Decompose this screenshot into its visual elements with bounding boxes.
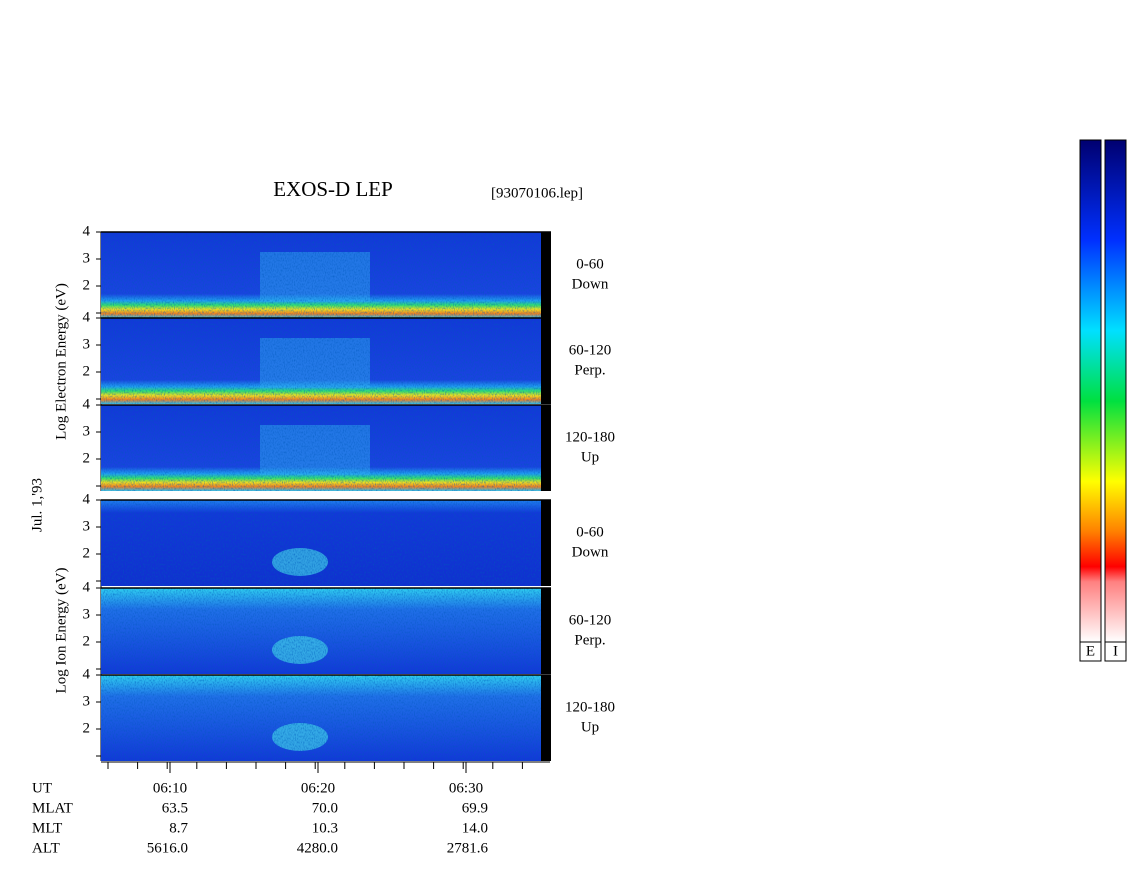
file-name: [93070106.lep] xyxy=(491,185,583,201)
row-label: UT xyxy=(32,780,52,796)
x-tick-label: 06:30 xyxy=(449,780,483,796)
colorbar-label: I xyxy=(1113,643,1118,659)
y-tick-label: 2 xyxy=(83,545,91,561)
row-value: 14.0 xyxy=(462,820,488,836)
y-tick-label: 2 xyxy=(83,720,91,736)
y-tick-label: 3 xyxy=(83,693,91,709)
angle-label: 0-60 xyxy=(576,524,604,540)
x-tick-label: 06:20 xyxy=(301,780,335,796)
row-value: 69.9 xyxy=(462,800,488,816)
direction-label: Up xyxy=(581,449,599,465)
row-label: MLT xyxy=(32,820,62,836)
row-label: MLAT xyxy=(32,800,73,816)
row-value: 10.3 xyxy=(312,820,338,836)
group-label: Log Ion Energy (eV) xyxy=(53,568,69,694)
speckle xyxy=(101,232,541,318)
data-gap xyxy=(541,318,551,404)
data-gap xyxy=(541,675,551,761)
y-tick-label: 4 xyxy=(83,396,91,412)
y-tick-label: 4 xyxy=(83,309,91,325)
row-value: 70.0 xyxy=(312,800,338,816)
row-value: 2781.6 xyxy=(447,840,489,856)
row-value: 4280.0 xyxy=(297,840,338,856)
colorbar-label: E xyxy=(1086,643,1095,659)
row-value: 5616.0 xyxy=(147,840,188,856)
speckle xyxy=(101,318,541,404)
y-tick-label: 4 xyxy=(83,491,91,507)
colorbar xyxy=(1104,139,1127,643)
y-tick-label: 3 xyxy=(83,336,91,352)
y-tick-label: 4 xyxy=(83,579,91,595)
y-tick-label: 2 xyxy=(83,633,91,649)
y-tick-label: 3 xyxy=(83,606,91,622)
y-tick-label: 3 xyxy=(83,518,91,534)
y-tick-label: 3 xyxy=(83,250,91,266)
title: EXOS-D LEP xyxy=(273,177,393,201)
data-gap xyxy=(541,500,551,586)
angle-label: 60-120 xyxy=(569,342,612,358)
y-tick-label: 4 xyxy=(83,223,91,239)
angle-label: 120-180 xyxy=(565,429,615,445)
y-tick-label: 2 xyxy=(83,450,91,466)
angle-label: 120-180 xyxy=(565,699,615,715)
date: Jul. 1,'93 xyxy=(29,478,45,532)
speckle xyxy=(101,588,541,674)
angle-label: 60-120 xyxy=(569,612,612,628)
group-label: Log Electron Energy (eV) xyxy=(53,283,69,440)
direction-label: Perp. xyxy=(574,362,605,378)
colorbar-label-box xyxy=(1079,641,1102,662)
colorbar-label-box xyxy=(1104,641,1127,662)
speckle xyxy=(101,405,541,491)
direction-label: Perp. xyxy=(574,632,605,648)
row-value: 63.5 xyxy=(162,800,188,816)
y-tick-label: 3 xyxy=(83,423,91,439)
angle-label: 0-60 xyxy=(576,256,604,272)
direction-label: Down xyxy=(572,544,609,560)
direction-label: Down xyxy=(572,276,609,292)
y-tick-label: 2 xyxy=(83,277,91,293)
speckle xyxy=(101,500,541,586)
direction-label: Up xyxy=(581,719,599,735)
row-value: 8.7 xyxy=(169,820,188,836)
row-label: ALT xyxy=(32,840,60,856)
x-tick-label: 06:10 xyxy=(153,780,187,796)
speckle xyxy=(101,675,541,761)
data-gap xyxy=(541,588,551,674)
data-gap xyxy=(541,405,551,491)
colorbar xyxy=(1079,139,1102,643)
y-tick-label: 2 xyxy=(83,363,91,379)
data-gap xyxy=(541,232,551,318)
y-tick-label: 4 xyxy=(83,666,91,682)
